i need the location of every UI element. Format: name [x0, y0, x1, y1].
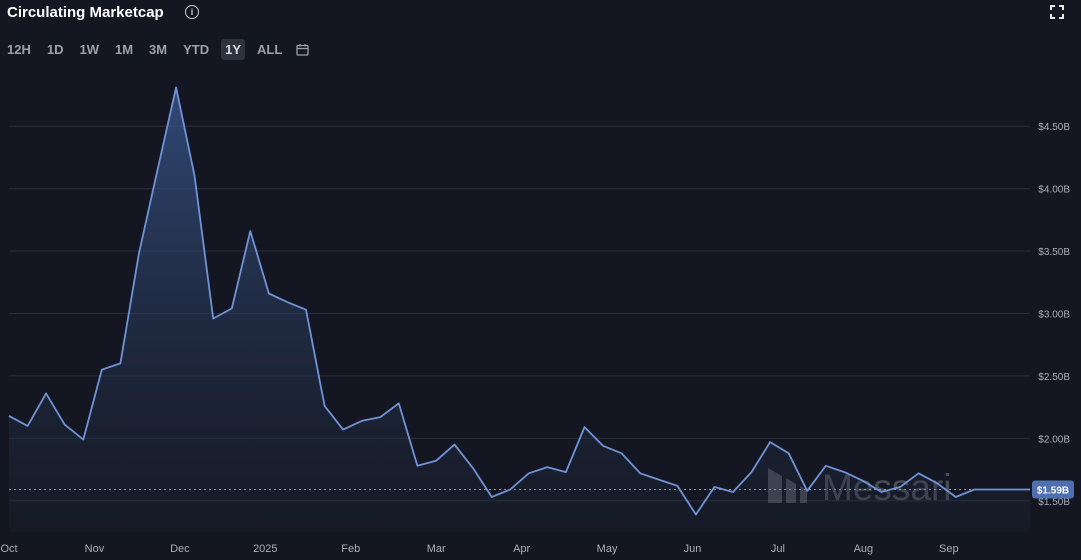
- y-tick-label: $4.50B: [1038, 122, 1070, 133]
- y-tick-label: $3.50B: [1038, 247, 1070, 258]
- range-button-1y[interactable]: 1Y: [221, 38, 246, 60]
- range-button-1w[interactable]: 1W: [79, 41, 99, 57]
- range-button-1m[interactable]: 1M: [114, 41, 134, 57]
- y-tick-label: $2.50B: [1038, 372, 1070, 383]
- x-tick-label: 2025: [253, 543, 277, 555]
- y-tick-label: $1.50B: [1038, 497, 1070, 508]
- y-tick-label: $2.00B: [1038, 434, 1070, 445]
- area-fill: [9, 87, 1030, 532]
- x-tick-label: Mar: [427, 543, 446, 555]
- chart-header: Circulating Marketcap i: [0, 0, 1081, 30]
- x-tick-label: May: [597, 543, 618, 555]
- x-tick-label: Dec: [170, 543, 190, 555]
- x-tick-label: Apr: [513, 543, 530, 555]
- fullscreen-icon[interactable]: [1050, 5, 1064, 19]
- current-value-badge: $1.59B: [9, 480, 1074, 499]
- x-tick-label: Oct: [0, 543, 17, 555]
- calendar-icon[interactable]: [296, 43, 309, 56]
- current-value-label: $1.59B: [1037, 486, 1069, 497]
- y-tick-label: $4.00B: [1038, 185, 1070, 196]
- y-axis: $1.50B $2.00B $2.50B $3.00B $3.50B $4.00B $4.5…: [1038, 122, 1070, 508]
- time-range-selector: 12H 1D 1W 1M 3M YTD 1Y ALL: [3, 38, 309, 60]
- x-tick-label: Feb: [341, 543, 360, 555]
- y-tick-label: $3.00B: [1038, 309, 1070, 320]
- x-tick-label: Jul: [771, 543, 785, 555]
- range-button-ytd[interactable]: YTD: [183, 41, 210, 57]
- x-axis: Oct Nov Dec 2025 Feb Mar Apr May Jun Jul Aug Sep: [0, 543, 958, 555]
- range-button-3m[interactable]: 3M: [149, 41, 168, 57]
- range-button-1d[interactable]: 1D: [46, 41, 64, 57]
- chart-title: Circulating Marketcap: [7, 4, 164, 21]
- x-tick-label: Sep: [939, 543, 959, 555]
- x-tick-label: Jun: [684, 543, 702, 555]
- series-line: [8, 86, 1030, 516]
- current-value-badge-bg: [1032, 480, 1074, 499]
- range-button-12h[interactable]: 12H: [7, 41, 31, 57]
- range-button-all[interactable]: ALL: [257, 41, 283, 57]
- series-area: [8, 86, 1031, 532]
- info-icon[interactable]: i: [185, 5, 199, 19]
- x-tick-label: Aug: [854, 543, 874, 555]
- x-tick-label: Nov: [85, 543, 105, 555]
